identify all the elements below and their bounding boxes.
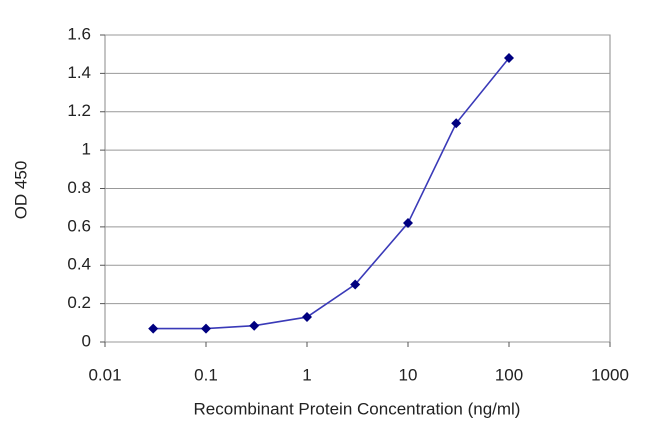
x-tick-label: 10	[399, 365, 418, 384]
y-tick-label: 1.2	[67, 101, 91, 120]
y-tick-label: 1.6	[67, 24, 91, 43]
x-tick-label: 1000	[591, 365, 629, 384]
data-point	[249, 320, 260, 331]
data-point	[201, 323, 211, 334]
data-point	[451, 118, 462, 129]
x-tick-label: 0.1	[194, 365, 218, 384]
x-tick-label: 1	[302, 365, 311, 384]
y-tick-label: 0.4	[67, 255, 91, 274]
data-line	[153, 57, 510, 330]
y-tick-label: 0	[82, 331, 91, 350]
data-point	[504, 53, 514, 64]
y-tick-label: 0.6	[67, 216, 91, 235]
data-point	[403, 218, 413, 229]
x-tick-label: 100	[495, 365, 523, 384]
y-tick-label: 1	[82, 140, 91, 159]
y-tick-label: 1.4	[67, 63, 91, 82]
x-tick-label: 0.01	[88, 365, 121, 384]
data-point	[350, 279, 361, 290]
y-axis-label: OD 450	[11, 161, 30, 220]
data-point	[302, 312, 312, 323]
x-axis-label: Recombinant Protein Concentration (ng/ml…	[194, 399, 521, 418]
y-tick-label: 0.8	[67, 178, 91, 197]
data-point	[148, 323, 159, 334]
y-tick-label: 0.2	[67, 293, 91, 312]
